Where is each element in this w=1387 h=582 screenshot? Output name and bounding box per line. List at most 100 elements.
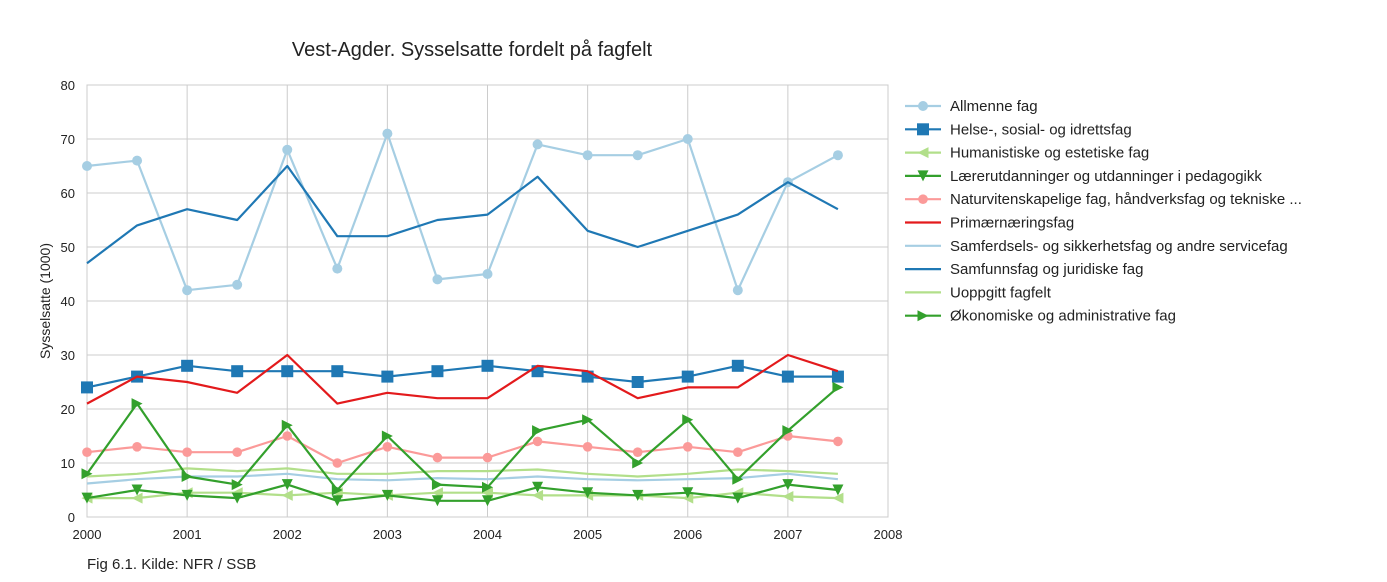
legend-label: Naturvitenskapelige fag, håndverksfag og… [950, 191, 1302, 208]
data-point [482, 481, 493, 493]
x-tick-label: 2004 [473, 527, 502, 542]
y-axis-ticks: 0 10 20 30 40 50 60 70 80 [61, 78, 75, 525]
y-tick-label: 0 [68, 510, 75, 525]
y-tick-label: 20 [61, 402, 75, 417]
data-point [282, 431, 293, 441]
legend-item: Samfunnsfag og juridiske fag [905, 261, 1143, 278]
legend-item: Økonomiske og administrative fag [905, 308, 1176, 325]
data-point [82, 161, 92, 171]
figure-caption: Fig 6.1. Kilde: NFR / SSB [87, 556, 257, 573]
data-point [281, 479, 293, 491]
y-tick-label: 60 [61, 186, 75, 201]
data-point [682, 414, 694, 426]
y-tick-label: 40 [61, 294, 75, 309]
legend-marker [917, 123, 929, 136]
data-point [382, 128, 393, 139]
data-point [131, 484, 143, 496]
legend-label: Primærnæringsfag [950, 215, 1074, 232]
legend-label: Lærerutdanninger og utdanninger i pedago… [950, 168, 1262, 185]
series-1 [81, 359, 844, 394]
legend-item: Samferdsels- og sikkerhetsfag og andre s… [905, 238, 1288, 255]
data-point [681, 370, 694, 383]
legend-marker [917, 147, 929, 159]
y-tick-label: 30 [61, 348, 75, 363]
data-point [482, 452, 493, 463]
data-point [82, 447, 92, 458]
data-point [532, 139, 543, 150]
series-group [81, 128, 844, 507]
legend-label: Humanistiske og estetiske fag [950, 145, 1149, 162]
data-point [482, 269, 493, 279]
y-tick-label: 80 [61, 78, 75, 93]
data-point [281, 489, 293, 501]
series-8 [86, 467, 838, 478]
data-point [332, 263, 343, 274]
data-point [582, 150, 593, 161]
data-point [832, 381, 844, 393]
data-point [632, 489, 644, 501]
data-point [331, 484, 343, 496]
data-point [431, 365, 444, 378]
data-point [481, 359, 494, 372]
data-point [132, 155, 143, 166]
x-axis-ticks: 2000 2001 2002 2003 2004 2005 2006 2007 2008 [73, 527, 903, 542]
data-point [532, 489, 544, 501]
data-point [831, 370, 844, 383]
data-point [381, 430, 393, 442]
series-line [86, 467, 838, 478]
series-9 [81, 381, 844, 496]
series-7 [86, 164, 839, 265]
data-point [182, 447, 192, 458]
data-point [582, 414, 594, 426]
x-tick-label: 2005 [573, 527, 602, 542]
legend-item: Humanistiske og estetiske fag [905, 145, 1149, 162]
x-tick-label: 2007 [773, 527, 802, 542]
series-line [86, 472, 839, 485]
data-point [532, 425, 544, 437]
data-point [631, 376, 644, 388]
data-point [632, 457, 644, 469]
data-point [182, 285, 193, 296]
data-point [482, 495, 493, 507]
data-point [231, 479, 243, 491]
series-6 [86, 472, 839, 485]
data-point [332, 458, 343, 468]
legend-label: Allmenne fag [950, 98, 1038, 115]
series-line [86, 386, 839, 492]
legend-marker [917, 310, 929, 322]
y-tick-label: 50 [61, 240, 75, 255]
data-point [632, 447, 643, 458]
x-tick-label: 2003 [373, 527, 402, 542]
y-tick-label: 10 [61, 456, 75, 471]
data-point [431, 479, 443, 491]
data-point [282, 144, 293, 155]
data-point [732, 492, 744, 504]
data-point [782, 479, 794, 491]
data-point [131, 398, 143, 410]
data-point [281, 365, 294, 378]
series-3 [81, 479, 844, 507]
data-point [81, 381, 93, 394]
legend-item: Helse-, sosial- og idrettsfag [905, 121, 1132, 138]
data-point [833, 436, 843, 447]
data-point [733, 447, 743, 458]
x-tick-label: 2002 [273, 527, 302, 542]
legend-label: Helse-, sosial- og idrettsfag [950, 121, 1132, 138]
legend-item: Lærerutdanninger og utdanninger i pedago… [905, 168, 1262, 185]
series-line [86, 364, 838, 389]
legend-item: Uoppgitt fagfelt [905, 284, 1052, 301]
series-line [86, 164, 839, 265]
data-point [131, 492, 143, 504]
data-point [181, 471, 193, 482]
data-point [382, 442, 393, 452]
data-point [781, 370, 794, 383]
legend-marker [918, 194, 928, 204]
legend-item: Primærnæringsfag [905, 215, 1074, 232]
x-tick-label: 2006 [673, 527, 702, 542]
data-point [582, 442, 593, 452]
data-point [632, 150, 643, 161]
legend-label: Uoppgitt fagfelt [950, 284, 1052, 301]
data-point [832, 492, 844, 504]
data-point [181, 359, 194, 372]
data-point [381, 370, 394, 383]
